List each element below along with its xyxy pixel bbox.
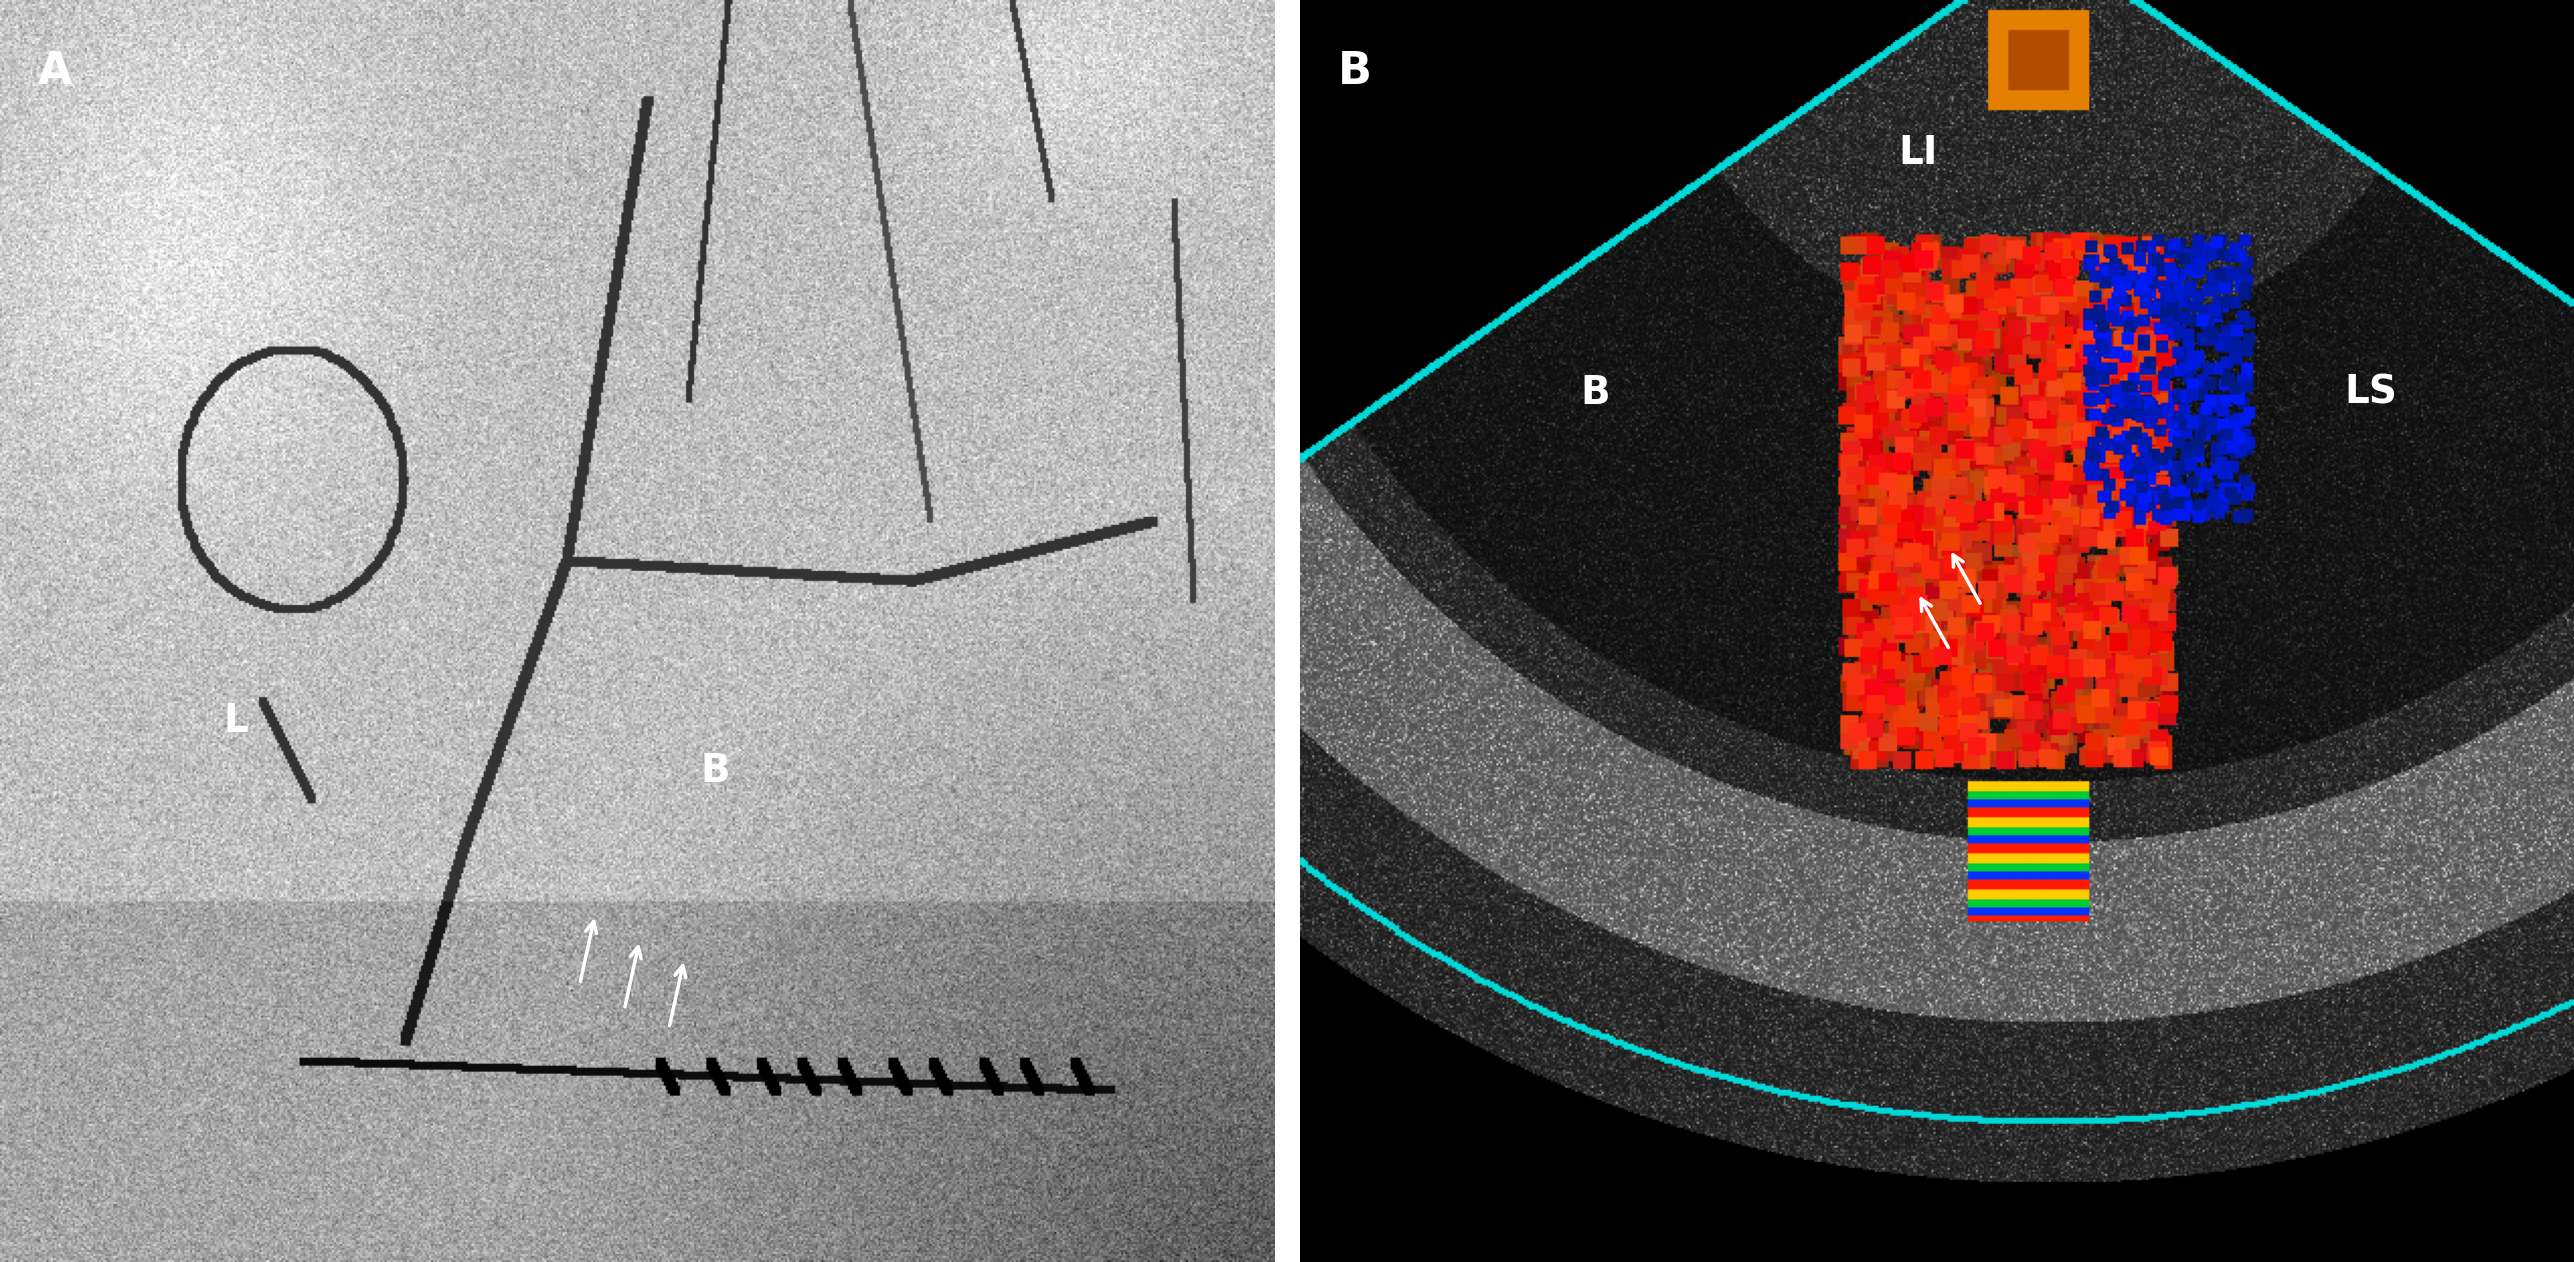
Text: A: A bbox=[39, 50, 72, 93]
Text: L: L bbox=[224, 702, 247, 740]
Text: B: B bbox=[700, 752, 731, 790]
Text: LS: LS bbox=[2345, 374, 2396, 411]
Text: LI: LI bbox=[1900, 134, 1938, 172]
Text: B: B bbox=[1338, 50, 1372, 93]
Text: B: B bbox=[1580, 374, 1609, 411]
